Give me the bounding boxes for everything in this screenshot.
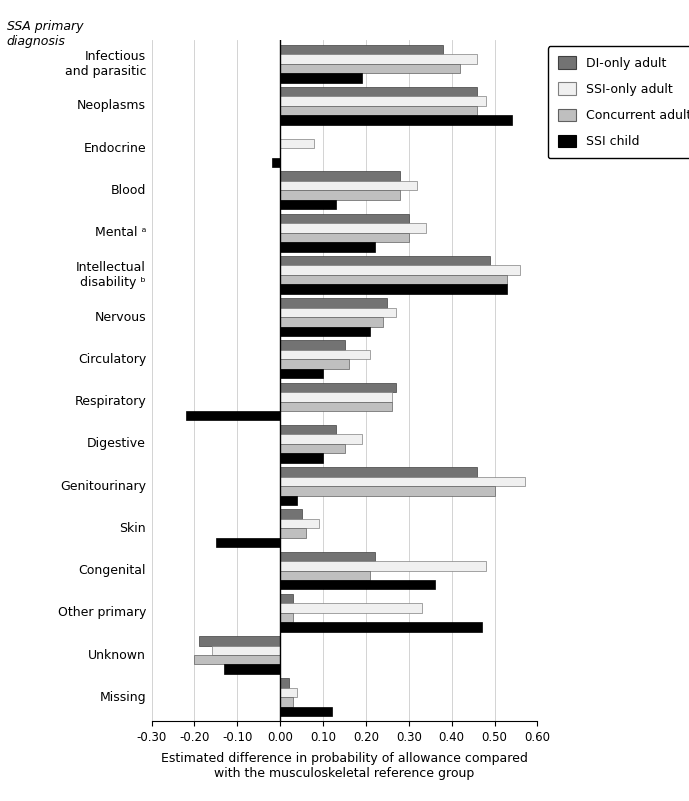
Bar [280,214,409,223]
Bar [280,678,289,688]
Bar [280,425,336,434]
Bar [280,242,375,252]
Bar [198,636,280,646]
Bar [280,519,319,529]
Bar [280,275,507,284]
Bar [280,256,491,265]
Bar [280,106,477,115]
Bar [280,562,486,570]
X-axis label: Estimated difference in probability of allowance compared
with the musculoskelet: Estimated difference in probability of a… [161,752,528,780]
Bar [280,552,375,562]
Bar [280,453,323,463]
Bar [280,298,387,308]
Bar [280,580,435,590]
Bar [280,368,323,378]
Bar [280,284,507,294]
Bar [280,383,396,392]
Bar [280,603,422,613]
Bar [280,350,370,360]
Bar [216,537,280,547]
Bar [280,392,391,401]
Bar [280,317,383,327]
Bar [280,529,306,537]
Legend: DI-only adult, SSI-only adult, Concurrent adult, SSI child: DI-only adult, SSI-only adult, Concurren… [548,46,689,159]
Bar [280,509,302,519]
Bar [280,223,426,232]
Bar [280,467,477,477]
Bar [212,646,280,655]
Bar [280,96,486,106]
Bar [280,73,362,83]
Bar [280,63,460,73]
Bar [280,477,524,486]
Bar [194,655,280,665]
Bar [280,181,418,191]
Bar [280,115,512,125]
Bar [280,434,362,444]
Bar [280,327,370,336]
Bar [280,265,520,275]
Bar [280,191,400,199]
Bar [271,158,280,167]
Bar [280,87,477,96]
Bar [280,45,443,54]
Bar [280,613,293,622]
Bar [280,706,331,716]
Bar [280,698,293,706]
Bar [280,171,400,181]
Bar [280,688,298,698]
Bar [280,486,495,496]
Bar [280,232,409,242]
Bar [280,570,370,580]
Bar [280,360,349,368]
Bar [280,139,314,148]
Bar [186,411,280,421]
Bar [280,444,344,453]
Bar [280,340,344,350]
Bar [225,665,280,674]
Bar [280,496,298,505]
Bar [280,308,396,317]
Bar [280,622,482,632]
Bar [280,54,477,63]
Bar [280,594,293,603]
Bar [280,401,391,411]
Bar [280,199,336,209]
Text: SSA primary
diagnosis: SSA primary diagnosis [7,20,83,48]
